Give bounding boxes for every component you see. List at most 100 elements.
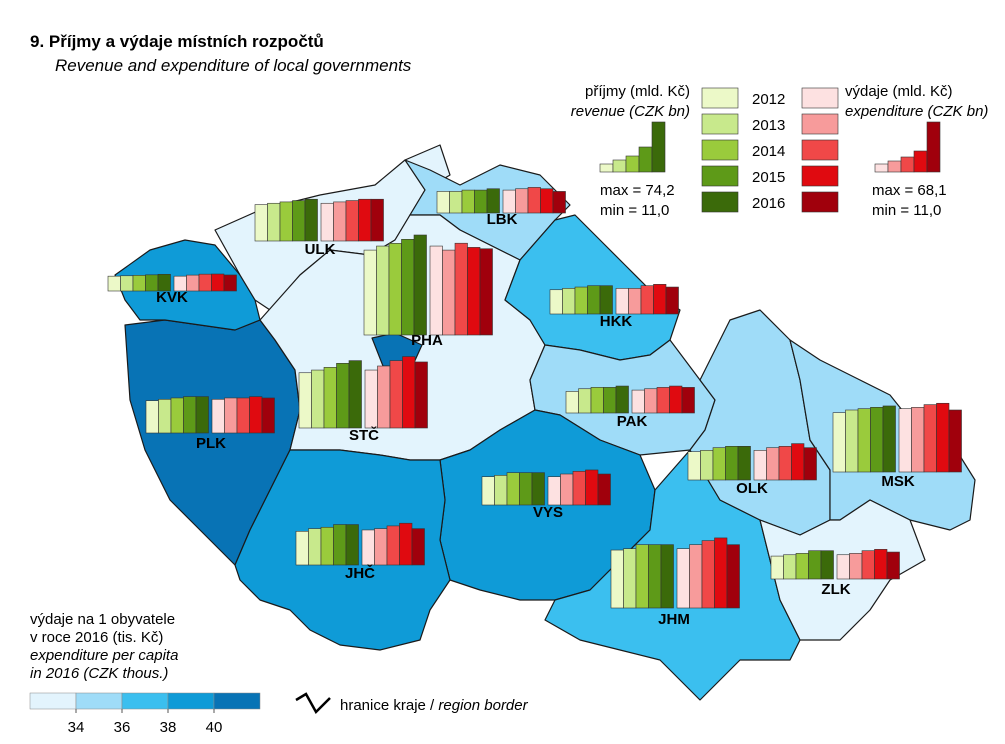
revenue-bar	[531, 472, 545, 506]
expenditure-bar	[358, 198, 372, 242]
expenditure-bar	[211, 273, 225, 292]
revenue-bar	[320, 526, 334, 566]
revenue-legend-subtitle: revenue (CZK bn)	[571, 103, 690, 120]
revenue-bar	[461, 189, 475, 214]
expenditure-bar	[689, 544, 703, 609]
expenditure-bar	[320, 202, 334, 242]
expenditure-bar	[402, 356, 416, 429]
expenditure-bar	[261, 397, 275, 434]
expenditure-bar	[676, 548, 690, 609]
revenue-year-swatch	[701, 191, 739, 213]
revenue-bar	[481, 476, 495, 506]
scale-title: v roce 2016 (tis. Kč)	[30, 629, 163, 646]
expenditure-bar	[597, 473, 611, 506]
expenditure-bar	[886, 551, 900, 580]
region-label: HKK	[600, 313, 633, 330]
expenditure-bar	[585, 469, 599, 506]
expenditure-year-swatch	[801, 191, 839, 213]
revenue-bar	[494, 475, 508, 506]
revenue-bar	[506, 472, 520, 506]
expenditure-bar	[414, 361, 428, 429]
revenue-bar	[882, 405, 896, 473]
revenue-year-swatch	[701, 139, 739, 161]
revenue-bar	[587, 285, 601, 315]
revenue-bar	[832, 412, 846, 473]
revenue-bar	[610, 549, 624, 609]
expenditure-bar	[936, 402, 950, 473]
border-legend-cz: hranice kraje /	[340, 697, 438, 714]
expenditure-bar	[198, 273, 212, 292]
legend: 2012 2013 2014 2015 2016 výdaje na 1 obyvatel…	[29, 87, 839, 736]
expenditure-bar	[249, 396, 263, 434]
expenditure-bar	[898, 408, 912, 473]
revenue-bar	[590, 387, 604, 414]
expenditure-bar	[911, 407, 925, 473]
revenue-bar	[107, 275, 121, 292]
expenditure-bar	[778, 446, 792, 481]
expenditure-bar	[345, 200, 359, 242]
scale-swatch	[121, 692, 169, 710]
revenue-bar	[549, 289, 563, 315]
revenue-bar	[413, 234, 427, 336]
revenue-bar	[565, 391, 579, 414]
expenditure-bar	[572, 471, 586, 506]
revenue-year-swatch	[701, 165, 739, 187]
revenue-bar	[157, 273, 171, 292]
expenditure-bar	[527, 187, 541, 214]
expenditure-bar	[644, 388, 658, 414]
scale-tick-label: 38	[160, 719, 177, 736]
revenue-year-swatch	[701, 113, 739, 135]
revenue-bar	[279, 201, 293, 242]
expenditure-bar	[861, 550, 875, 580]
expenditure-bar	[923, 404, 937, 473]
sample-expenditure-bars	[874, 121, 941, 173]
expenditure-bar	[714, 537, 728, 609]
region-label: PHA	[411, 332, 443, 349]
sample-revenue-bars	[599, 121, 666, 173]
revenue-bar	[603, 387, 617, 414]
chart-subtitle: Revenue and expenditure of local governm…	[55, 56, 412, 75]
expenditure-bar	[547, 476, 561, 506]
expenditure-bar	[479, 248, 493, 336]
region-label: PLK	[196, 435, 226, 452]
expenditure-bar	[361, 529, 375, 566]
expenditure-bar	[223, 274, 237, 292]
expenditure-bar	[803, 447, 817, 481]
revenue-bar	[336, 363, 350, 429]
revenue-bar	[574, 286, 588, 315]
region-label: LBK	[487, 211, 518, 228]
expenditure-bar	[701, 540, 715, 609]
revenue-bar	[323, 367, 337, 429]
revenue-bar	[195, 396, 209, 434]
revenue-bar	[820, 550, 834, 580]
revenue-bar	[333, 524, 347, 566]
expenditure-bar	[515, 188, 529, 214]
year-label: 2016	[752, 195, 785, 212]
expenditure-bar	[211, 399, 225, 434]
expenditure-year-swatch	[801, 165, 839, 187]
revenue-bar	[376, 245, 390, 336]
revenue-bar	[615, 385, 629, 414]
revenue-bar	[436, 191, 450, 214]
expenditure-bar	[467, 247, 481, 336]
border-legend: hranice kraje / region border	[340, 697, 529, 714]
revenue-bar	[783, 554, 797, 580]
revenue-bar	[267, 202, 281, 242]
expenditure-bar	[333, 201, 347, 242]
expenditure-legend-title: výdaje (mld. Kč)	[845, 83, 953, 100]
revenue-bar	[712, 447, 726, 481]
expenditure-bar	[540, 188, 554, 214]
expenditure-bar	[560, 473, 574, 506]
expenditure-bar	[454, 242, 468, 336]
expenditure-bar	[552, 191, 566, 214]
chart-title: 9. Příjmy a výdaje místních rozpočtů	[30, 32, 324, 51]
region-label: PAK	[617, 413, 648, 430]
expenditure-max: max = 68,1	[872, 182, 947, 199]
revenue-bar	[363, 249, 377, 336]
revenue-max: max = 74,2	[600, 182, 675, 199]
revenue-bar	[311, 369, 325, 429]
revenue-bar	[348, 360, 362, 429]
revenue-bar	[623, 548, 637, 609]
expenditure-bar	[399, 522, 413, 566]
